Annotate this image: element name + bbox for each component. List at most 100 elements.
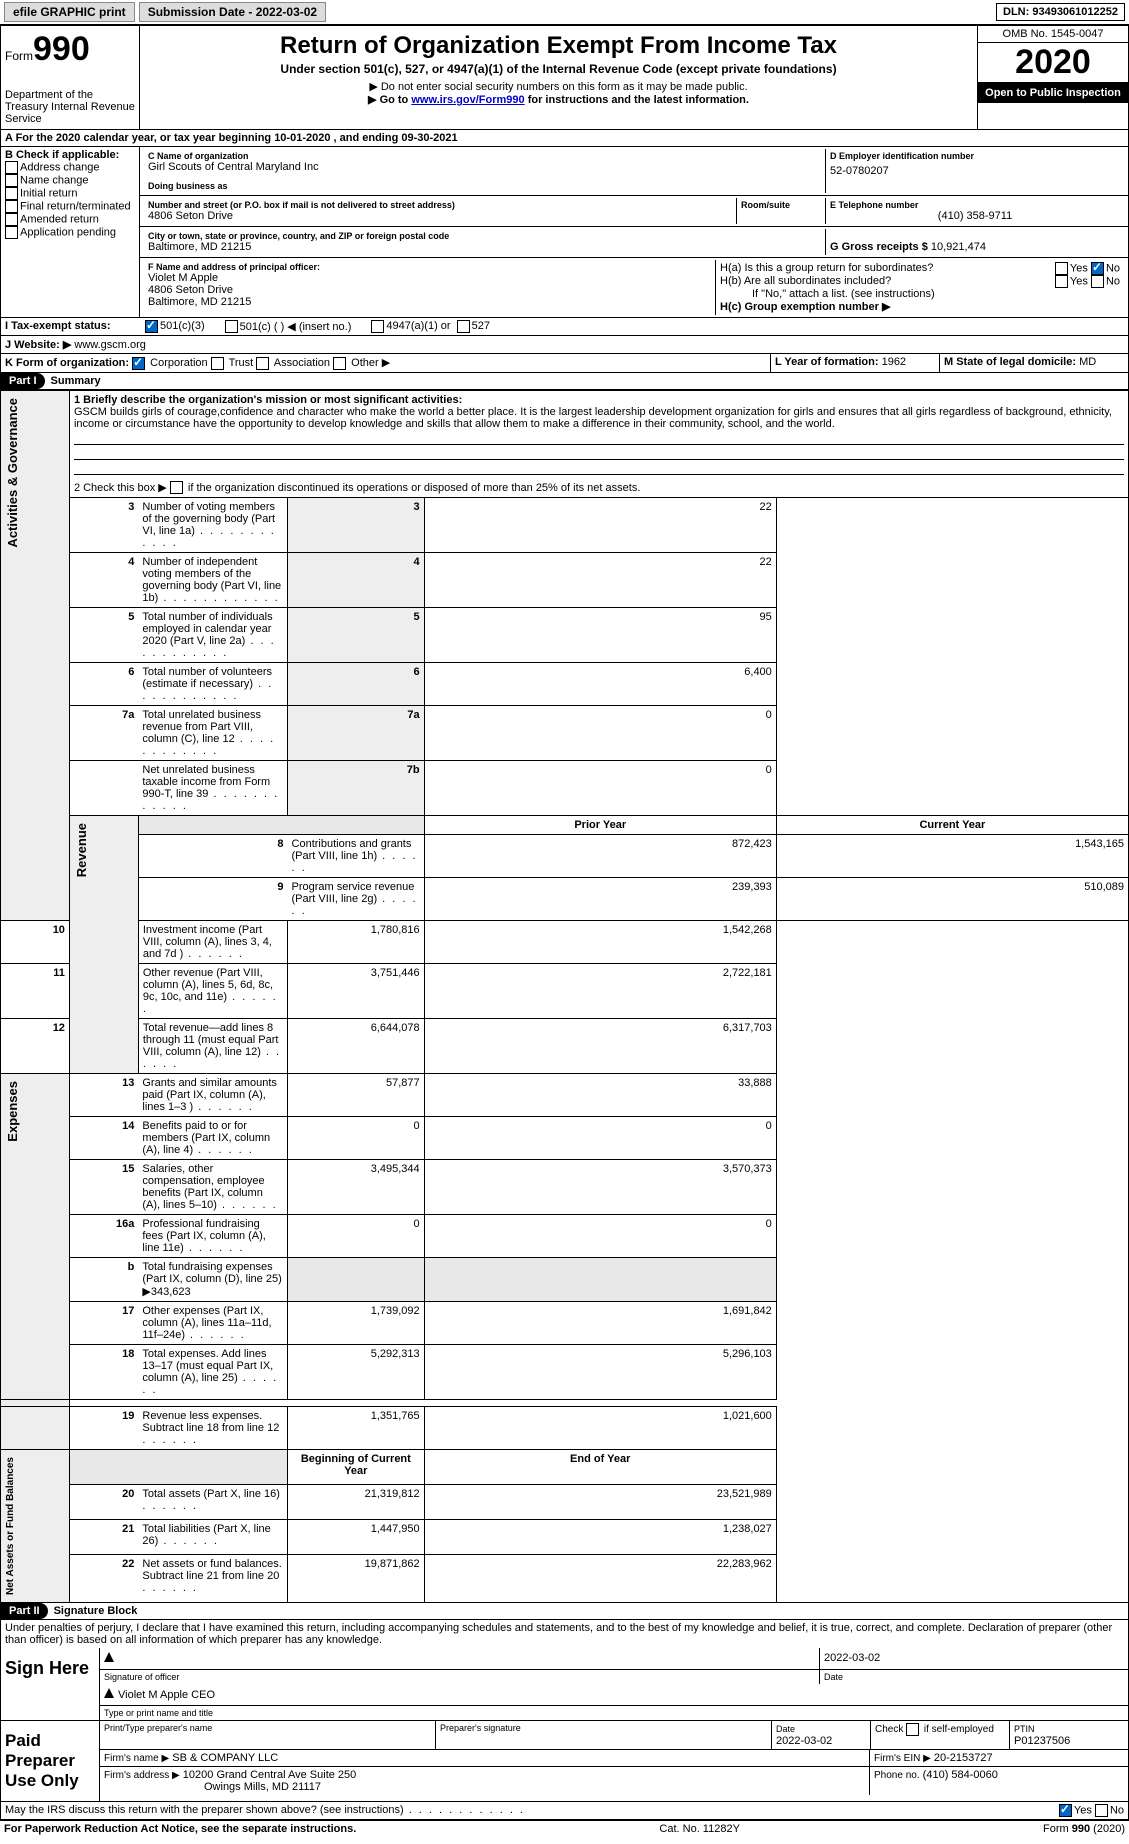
chk-discuss-no[interactable] — [1095, 1804, 1108, 1817]
officer-addr: 4806 Seton Drive — [148, 284, 711, 296]
sign-here-block: Sign Here 2022-03-02 Signature of office… — [0, 1648, 1129, 1721]
preparer-date: 2022-03-02 — [776, 1735, 832, 1747]
side-expenses: Expenses — [5, 1077, 20, 1146]
dln-label: DLN: 93493061012252 — [996, 3, 1125, 21]
state-domicile: MD — [1079, 356, 1096, 368]
chk-discuss-yes[interactable] — [1059, 1804, 1072, 1817]
chk-corp[interactable] — [132, 357, 145, 370]
firm-city: Owings Mills, MD 21117 — [204, 1781, 321, 1793]
label-dba: Doing business as — [148, 181, 821, 191]
chk-trust[interactable] — [211, 357, 224, 370]
label-org-name: C Name of organization — [148, 151, 821, 161]
summary-table: Activities & Governance 1 Briefly descri… — [0, 390, 1129, 1604]
chk-amended[interactable] — [5, 213, 18, 226]
chk-501c3[interactable] — [145, 320, 158, 333]
paid-preparer-label: Paid Preparer Use Only — [1, 1721, 100, 1801]
warn-goto: ▶ Go to www.irs.gov/Form990 for instruct… — [144, 93, 973, 106]
label-ha: H(a) Is this a group return for subordin… — [720, 262, 950, 275]
part2-header: Part IISignature Block — [0, 1603, 1129, 1620]
self-employed-cell: Check if self-employed — [870, 1721, 1009, 1749]
efile-button[interactable]: efile GRAPHIC print — [4, 2, 135, 22]
officer-signed-name: Violet M Apple CEO — [118, 1689, 215, 1701]
website-value: www.gscm.org — [74, 339, 146, 351]
year-formation: 1962 — [882, 356, 906, 368]
chk-name-change[interactable] — [5, 174, 18, 187]
box-k-l-m: K Form of organization: Corporation Trus… — [0, 354, 1129, 373]
side-governance: Activities & Governance — [5, 394, 20, 552]
side-revenue: Revenue — [74, 819, 89, 881]
mission-text: GSCM builds girls of courage,confidence … — [74, 406, 1112, 430]
discuss-row: May the IRS discuss this return with the… — [0, 1802, 1129, 1820]
box-j: J Website: ▶ www.gscm.org — [0, 336, 1129, 354]
chk-app-pending[interactable] — [5, 226, 18, 239]
firm-ein: 20-2153727 — [934, 1752, 993, 1764]
chk-initial-return[interactable] — [5, 187, 18, 200]
label-address: Number and street (or P.O. box if mail i… — [148, 200, 732, 210]
line2-text: 2 Check this box ▶ if the organization d… — [74, 482, 640, 494]
sign-date: 2022-03-02 — [819, 1648, 1128, 1669]
label-date: Date — [819, 1670, 1128, 1684]
label-print-name: Type or print name and title — [100, 1705, 1128, 1720]
chk-501c[interactable] — [225, 320, 238, 333]
omb-number: OMB No. 1545-0047 — [978, 26, 1128, 43]
label-phone: E Telephone number — [830, 200, 1120, 210]
hdr-current: Current Year — [776, 816, 1128, 835]
firm-name: SB & COMPANY LLC — [172, 1752, 278, 1764]
triangle-icon — [104, 1652, 114, 1662]
hb-note: If "No," attach a list. (see instruction… — [720, 288, 1120, 300]
chk-hb-yes[interactable] — [1055, 275, 1068, 288]
form-label: Form990 — [5, 30, 135, 69]
open-to-public: Open to Public Inspection — [978, 83, 1128, 103]
warn-ssn: Do not enter social security numbers on … — [144, 80, 973, 93]
ptin-value: P01237506 — [1014, 1735, 1070, 1747]
topbar: efile GRAPHIC print Submission Date - 20… — [0, 0, 1129, 25]
line1-label: 1 Briefly describe the organization's mi… — [74, 394, 462, 406]
chk-ha-no[interactable] — [1091, 262, 1104, 275]
gross-value: 10,921,474 — [931, 241, 986, 253]
label-gross: G Gross receipts $ — [830, 241, 928, 253]
box-b-label: B Check if applicable: — [5, 149, 135, 161]
city-value: Baltimore, MD 21215 — [148, 241, 821, 253]
label-preparer-sig: Preparer's signature — [435, 1721, 771, 1749]
hdr-end: End of Year — [424, 1450, 776, 1485]
part1-header: Part ISummary — [0, 373, 1129, 390]
side-netassets: Net Assets or Fund Balances — [5, 1453, 16, 1599]
firm-addr: 10200 Grand Central Ave Suite 250 — [183, 1769, 356, 1781]
footer-left: For Paperwork Reduction Act Notice, see … — [4, 1823, 356, 1835]
officer-city: Baltimore, MD 21215 — [148, 296, 711, 308]
footer-mid: Cat. No. 11282Y — [659, 1823, 740, 1835]
dept-label: Department of the Treasury Internal Reve… — [5, 89, 135, 125]
chk-final-return[interactable] — [5, 200, 18, 213]
address-value: 4806 Seton Drive — [148, 210, 732, 222]
chk-discontinued[interactable] — [170, 481, 183, 494]
label-print-preparer: Print/Type preparer's name — [100, 1721, 435, 1749]
chk-assoc[interactable] — [256, 357, 269, 370]
firm-phone: (410) 584-0060 — [923, 1769, 998, 1781]
org-name: Girl Scouts of Central Maryland Inc — [148, 161, 821, 173]
chk-address-change[interactable] — [5, 161, 18, 174]
chk-other[interactable] — [333, 357, 346, 370]
chk-hb-no[interactable] — [1091, 275, 1104, 288]
label-city: City or town, state or province, country… — [148, 231, 821, 241]
chk-527[interactable] — [457, 320, 470, 333]
label-room: Room/suite — [741, 200, 821, 210]
officer-name: Violet M Apple — [148, 272, 711, 284]
page-footer: For Paperwork Reduction Act Notice, see … — [0, 1820, 1129, 1837]
footer-right: Form 990 (2020) — [1043, 1823, 1125, 1835]
label-officer: F Name and address of principal officer: — [148, 262, 711, 272]
form-subtitle: Under section 501(c), 527, or 4947(a)(1)… — [144, 62, 973, 76]
tax-year: 2020 — [978, 43, 1128, 83]
label-sig-officer: Signature of officer — [100, 1670, 819, 1684]
chk-4947[interactable] — [371, 320, 384, 333]
label-hb: H(b) Are all subordinates included? — [720, 275, 950, 288]
ein-value: 52-0780207 — [830, 165, 1120, 177]
form-header: Form990 Department of the Treasury Inter… — [0, 25, 1129, 130]
chk-self-employed[interactable] — [906, 1723, 919, 1736]
label-hc: H(c) Group exemption number ▶ — [720, 300, 1120, 313]
paid-preparer-block: Paid Preparer Use Only Print/Type prepar… — [0, 1721, 1129, 1802]
identification-block: B Check if applicable: Address change Na… — [0, 147, 1129, 318]
penalties-text: Under penalties of perjury, I declare th… — [0, 1620, 1129, 1648]
phone-value: (410) 358-9711 — [830, 210, 1120, 222]
irs-link[interactable]: www.irs.gov/Form990 — [411, 94, 524, 106]
chk-ha-yes[interactable] — [1055, 262, 1068, 275]
